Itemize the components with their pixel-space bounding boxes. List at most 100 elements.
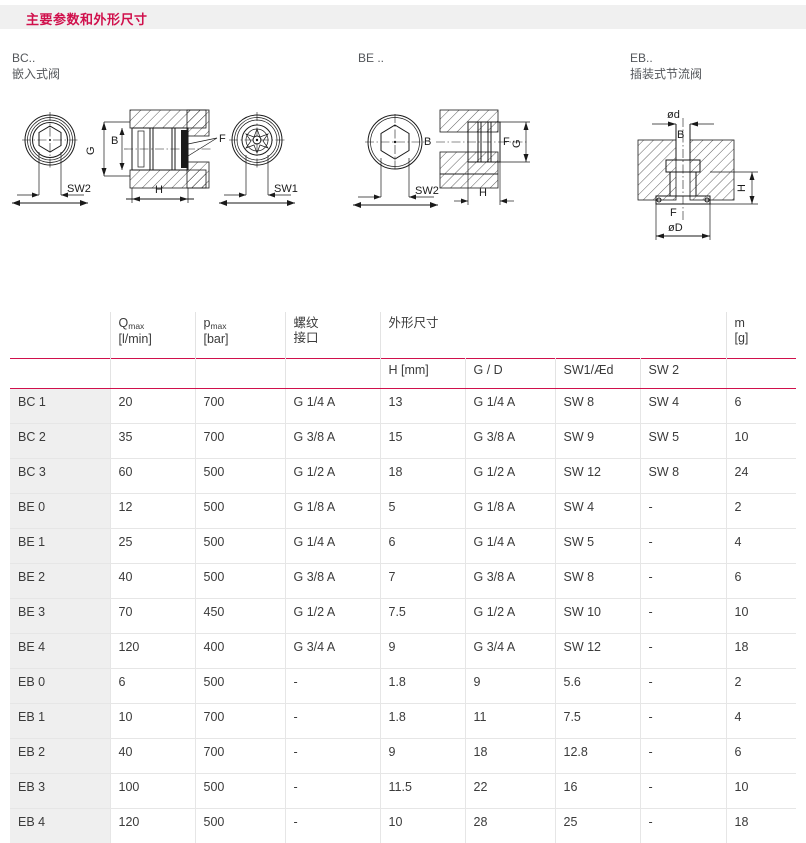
table-cell-pmax: 500 xyxy=(195,809,285,843)
subheader-cell-qmax xyxy=(110,359,195,389)
table-cell-gd: 22 xyxy=(465,774,555,809)
be-label-sw2: SW2 xyxy=(415,185,439,197)
table-cell-pmax: 700 xyxy=(195,739,285,774)
table-header-row-primary: Qmax [l/min] pmax [bar] 螺纹 接口 外形尺寸 m [g] xyxy=(10,312,796,359)
table-cell-model: EB 0 xyxy=(10,669,110,704)
table-cell-sw1d: 16 xyxy=(555,774,640,809)
table-cell-h: 18 xyxy=(380,459,465,494)
table-cell-model: BE 1 xyxy=(10,529,110,564)
be-label-f: F xyxy=(503,136,510,148)
table-cell-model: BE 2 xyxy=(10,564,110,599)
table-cell-h: 6 xyxy=(380,529,465,564)
header-cell-mass: m [g] xyxy=(726,312,796,359)
table-cell-sw1d: SW 4 xyxy=(555,494,640,529)
spec-table: Qmax [l/min] pmax [bar] 螺纹 接口 外形尺寸 m [g] xyxy=(10,312,796,843)
header-dimensions-label: 外形尺寸 xyxy=(389,316,439,330)
header-mass-symbol: m xyxy=(735,316,797,331)
table-cell-sw1d: SW 9 xyxy=(555,424,640,459)
table-cell-qmax: 6 xyxy=(110,669,195,704)
table-cell-sw2: - xyxy=(640,599,726,634)
bc-cross-section: G B F H xyxy=(85,110,226,203)
table-cell-thread: G 3/4 A xyxy=(285,634,380,669)
table-cell-sw1d: 12.8 xyxy=(555,739,640,774)
table-cell-m: 6 xyxy=(726,739,796,774)
header-thread-line2: 接口 xyxy=(294,331,380,346)
table-cell-sw1d: SW 12 xyxy=(555,634,640,669)
table-cell-qmax: 35 xyxy=(110,424,195,459)
subheader-cell-thread xyxy=(285,359,380,389)
table-cell-qmax: 60 xyxy=(110,459,195,494)
drawing-group-bc: BC.. 嵌入式阀 xyxy=(12,50,60,82)
table-cell-thread: G 1/4 A xyxy=(285,529,380,564)
table-cell-gd: G 1/4 A xyxy=(465,529,555,564)
eb-dim-large-d: øD xyxy=(656,204,710,240)
table-cell-h: 13 xyxy=(380,389,465,424)
table-cell-sw1d: SW 8 xyxy=(555,564,640,599)
table-cell-thread: - xyxy=(285,739,380,774)
table-cell-qmax: 70 xyxy=(110,599,195,634)
table-cell-pmax: 500 xyxy=(195,494,285,529)
table-cell-qmax: 12 xyxy=(110,494,195,529)
table-cell-m: 24 xyxy=(726,459,796,494)
table-cell-h: 5 xyxy=(380,494,465,529)
table-cell-gd: G 1/4 A xyxy=(465,389,555,424)
table-cell-sw2: - xyxy=(640,634,726,669)
table-cell-m: 10 xyxy=(726,599,796,634)
subheader-cell-empty xyxy=(10,359,110,389)
table-cell-model: BE 3 xyxy=(10,599,110,634)
table-cell-m: 10 xyxy=(726,424,796,459)
table-cell-pmax: 500 xyxy=(195,529,285,564)
eb-label-large-d: øD xyxy=(668,222,683,234)
table-cell-h: 11.5 xyxy=(380,774,465,809)
table-cell-thread: G 1/4 A xyxy=(285,389,380,424)
table-cell-pmax: 700 xyxy=(195,389,285,424)
table-cell-pmax: 500 xyxy=(195,669,285,704)
header-cell-qmax: Qmax [l/min] xyxy=(110,312,195,359)
page-title: 主要参数和外形尺寸 xyxy=(26,9,148,28)
header-mass-unit: [g] xyxy=(735,331,797,346)
table-cell-qmax: 120 xyxy=(110,634,195,669)
table-cell-gd: G 1/2 A xyxy=(465,599,555,634)
table-cell-h: 7.5 xyxy=(380,599,465,634)
bc-label-b: B xyxy=(111,135,118,147)
table-cell-sw2: - xyxy=(640,704,726,739)
table-cell-gd: 18 xyxy=(465,739,555,774)
table-cell-model: BC 1 xyxy=(10,389,110,424)
table-cell-thread: G 1/2 A xyxy=(285,599,380,634)
table-cell-thread: - xyxy=(285,704,380,739)
section-header-band: 主要参数和外形尺寸 xyxy=(0,5,806,29)
table-cell-qmax: 20 xyxy=(110,389,195,424)
table-cell-pmax: 450 xyxy=(195,599,285,634)
be-label-h: H xyxy=(479,187,487,199)
header-pmax-subscript: max xyxy=(210,321,226,331)
subheader-cell-sw2: SW 2 xyxy=(640,359,726,389)
table-cell-sw1d: SW 12 xyxy=(555,459,640,494)
bc-right-end-view: SW1 xyxy=(219,112,298,206)
table-cell-model: EB 4 xyxy=(10,809,110,843)
table-cell-pmax: 700 xyxy=(195,424,285,459)
table-cell-thread: - xyxy=(285,809,380,843)
table-cell-pmax: 500 xyxy=(195,459,285,494)
table-cell-h: 15 xyxy=(380,424,465,459)
table-cell-m: 2 xyxy=(726,494,796,529)
table-cell-model: EB 3 xyxy=(10,774,110,809)
table-cell-h: 1.8 xyxy=(380,704,465,739)
drawing-group-be: BE .. xyxy=(358,50,384,66)
table-cell-qmax: 40 xyxy=(110,564,195,599)
header-pmax-unit: [bar] xyxy=(204,332,285,347)
drawing-group-eb: EB.. 插装式节流阀 ød xyxy=(630,50,702,82)
group-bc-code: BC.. xyxy=(12,50,60,66)
header-qmax-symbol: Q xyxy=(119,316,129,330)
table-cell-gd: 11 xyxy=(465,704,555,739)
subheader-cell-gd: G / D xyxy=(465,359,555,389)
table-cell-sw1d: 7.5 xyxy=(555,704,640,739)
table-cell-qmax: 10 xyxy=(110,704,195,739)
